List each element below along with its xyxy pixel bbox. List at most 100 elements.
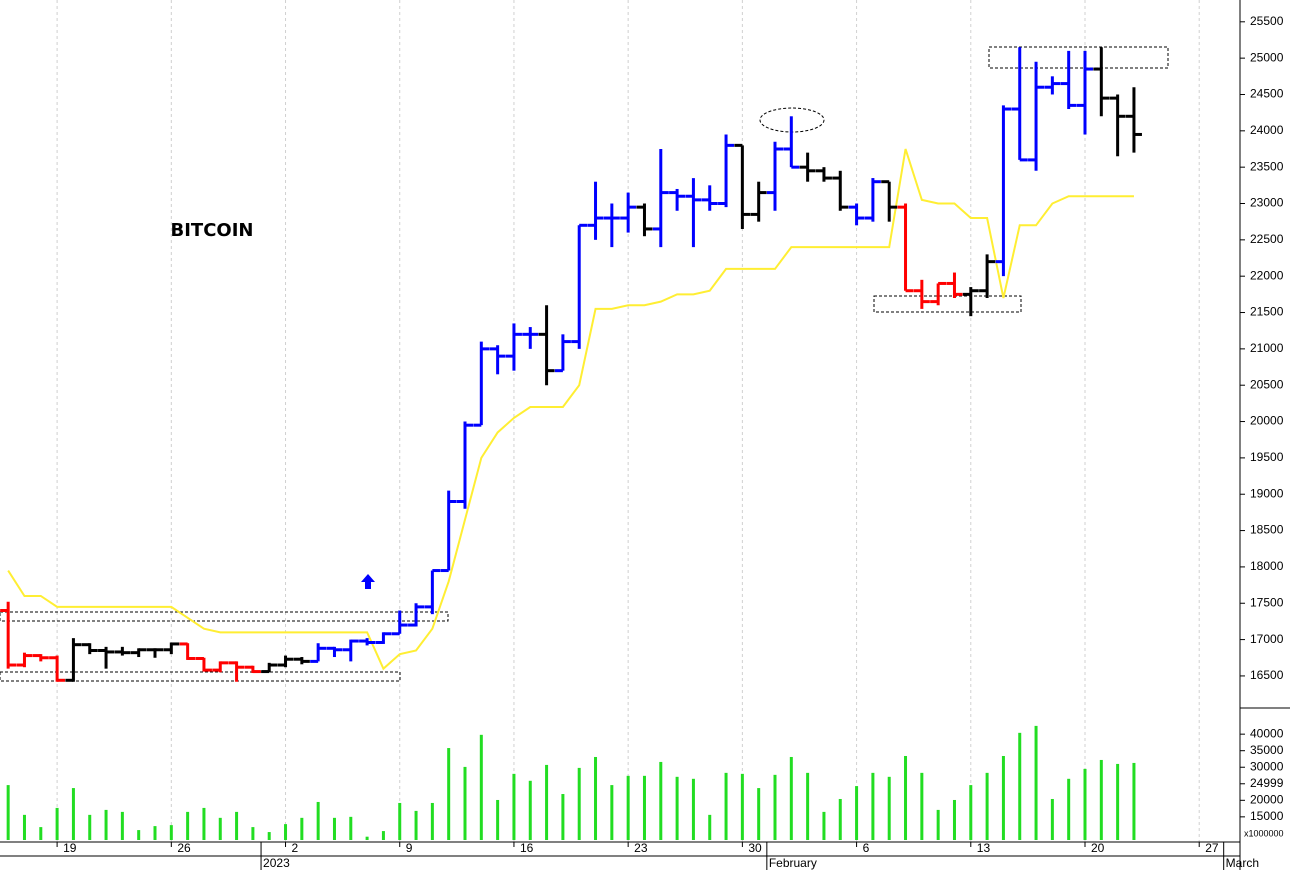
ohlc-bar [457,421,473,509]
ohlc-bar [897,203,914,293]
range-box [0,671,401,682]
ohlc-bar [212,661,229,673]
y-tick-label: 17000 [1250,632,1284,646]
ohlc-bar [652,148,669,248]
volume-bar [71,788,75,840]
ohlc-bar [799,152,816,182]
volume-bar [512,773,516,840]
month-label: February [769,856,817,870]
y-tick-label: 20000 [1250,792,1284,806]
volume-bar [577,767,581,840]
y-tick-label: 16500 [1250,668,1284,682]
ohlc-bar [538,305,555,386]
month-label: 2023 [263,856,290,870]
volume-bar [561,794,565,840]
ohlc-bar [244,665,261,674]
ohlc-bar [815,167,832,182]
ohlc-bar [1109,94,1126,157]
ohlc-bar [1060,50,1077,110]
ohlc-bar [701,185,718,211]
ohlc-bar [979,254,996,298]
volume-bar [773,774,777,840]
volume-bar [153,826,157,840]
volume-bar [381,831,385,840]
ohlc-bar [767,141,783,211]
y-tick-label: 24500 [1250,87,1284,101]
volume-bar [235,811,239,840]
volume-bar [985,772,989,840]
volume-bar [1099,759,1103,840]
range-box [988,46,1169,69]
y-tick-label: 22500 [1250,232,1284,246]
ohlc-bar [1093,47,1110,117]
ohlc-bar [408,603,425,627]
volume-bar [447,748,451,840]
ohlc-bar [669,188,686,211]
y-tick-label: 15000 [1250,809,1284,823]
volume-bar [626,775,630,840]
ohlc-bar [734,143,751,229]
volume-bar [251,827,255,840]
y-tick-label: 35000 [1250,743,1284,757]
ohlc-bar [750,181,767,222]
ohlc-bar [685,178,702,248]
ohlc-bar [571,223,588,349]
volume-bar [430,802,434,840]
volume-bar [838,798,842,840]
x-tick-label: 20 [1091,841,1105,855]
volume-bar [969,785,973,840]
ohlc-bar [587,181,604,240]
volume-bar [952,799,956,840]
y-tick-label: 40000 [1250,726,1284,740]
volume-bar [1067,778,1071,840]
volume-bar [757,788,761,840]
y-tick-label: 18500 [1250,523,1284,537]
volume-bar [1116,763,1120,840]
overlay-line [7,148,1134,671]
volume-bar [349,816,353,840]
volume-bar [708,814,712,840]
ohlc-bar [0,601,17,669]
ohlc-bar [375,632,392,644]
ohlc-bar [620,192,637,233]
signal-arrow [361,574,375,589]
volume-unit: x1000000 [1244,828,1284,838]
ohlc-bar [98,646,115,669]
y-tick-label: 23500 [1250,159,1284,173]
volume-bar [316,801,320,840]
volume-bar [724,772,728,840]
ohlc-bar [554,334,571,373]
volume-bar [528,780,532,840]
volume-bar [1001,755,1005,840]
y-tick-label: 20000 [1250,414,1284,428]
volume-bar [88,814,92,840]
volume-bar [463,766,467,840]
volume-bar [806,772,810,840]
volume-bar [855,786,859,840]
volume-bar [675,776,679,840]
volume-bar [479,734,483,840]
y-tick-label: 17500 [1250,595,1284,609]
volume-bar [332,817,336,840]
y-tick-label: 18000 [1250,559,1284,573]
ohlc-bar [946,272,963,298]
y-tick-label: 24999 [1250,776,1284,790]
volume-bar [789,756,793,840]
ohlc-bar [1125,87,1142,153]
ohlc-bar [1044,76,1061,95]
x-tick-label: 9 [406,841,413,855]
ohlc-bar [864,178,881,222]
ohlc-bar [962,287,979,317]
ohlc-bar [930,281,947,306]
y-tick-label: 19000 [1250,486,1284,500]
ohlc-bar [848,203,865,226]
ohlc-bar [783,116,800,169]
month-label: March [1226,856,1259,870]
ohlc-bar [147,648,163,658]
y-tick-label: 30000 [1250,759,1284,773]
ohlc-bar [228,661,245,682]
y-tick-label: 25500 [1250,14,1284,28]
volume-bar [920,772,924,840]
ohlc-bar [718,134,735,208]
